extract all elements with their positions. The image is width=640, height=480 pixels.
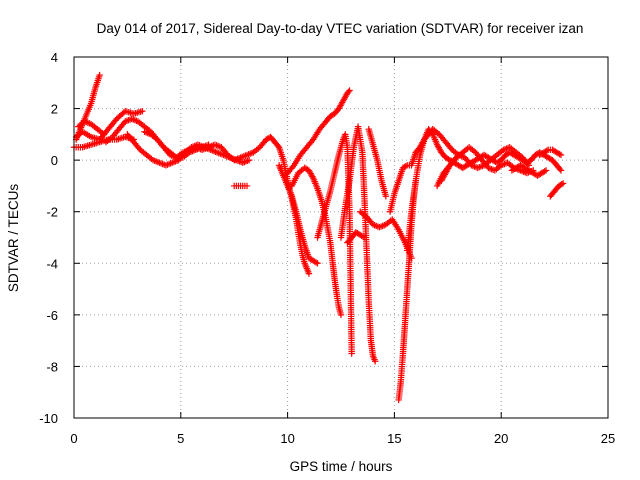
y-tick-label: 0: [51, 153, 58, 168]
series-arc26: [547, 180, 567, 200]
chart-title: Day 014 of 2017, Sidereal Day-to-day VTE…: [97, 21, 584, 36]
series-arc3: [72, 107, 146, 143]
series-arc17: [365, 126, 390, 200]
x-tick-label: 25: [601, 431, 615, 446]
grid-layer: [74, 57, 608, 418]
data-point: [542, 167, 550, 174]
data-point: [348, 350, 355, 357]
series-arc14: [337, 123, 379, 365]
data-point: [359, 233, 367, 240]
y-tick-label: 4: [51, 50, 58, 65]
data-point: [337, 311, 345, 319]
data-point: [346, 87, 353, 94]
data-point: [556, 150, 563, 158]
data-point: [455, 151, 462, 159]
data-point: [243, 182, 251, 190]
series-arc23: [438, 151, 462, 184]
plot-frame: [73, 56, 609, 419]
data-point: [559, 180, 567, 187]
y-tick-label: -8: [46, 359, 58, 374]
data-point: [312, 259, 320, 266]
series-arc20: [404, 126, 565, 254]
data-point: [371, 358, 379, 365]
data-point: [454, 153, 461, 160]
x-axis-title: GPS time / hours: [290, 459, 393, 474]
y-tick-label: -2: [46, 205, 58, 220]
data-point: [541, 168, 548, 175]
data-point: [314, 260, 321, 267]
x-tick-labels: 0 5 10 15 20 25: [70, 431, 615, 446]
data-point: [100, 131, 108, 138]
y-axis-title: SDTVAR / TECUs: [6, 184, 21, 293]
series-arc4: [75, 118, 108, 138]
data-point: [382, 193, 390, 200]
x-tick-label: 15: [387, 431, 401, 446]
x-tick-label: 5: [177, 431, 184, 446]
data-point: [557, 151, 565, 159]
series-arc10: [275, 162, 321, 267]
series-arc15: [344, 229, 368, 246]
data-point: [558, 181, 565, 188]
axis-ticks: [73, 56, 609, 419]
data-point: [361, 234, 368, 241]
series-arc24: [508, 162, 550, 179]
data-point: [345, 88, 352, 96]
y-tick-label: -4: [46, 256, 58, 271]
data-point: [96, 71, 103, 79]
series-arc25: [536, 146, 565, 159]
x-tick-label: 20: [494, 431, 508, 446]
series-arc8: [231, 182, 251, 190]
data-point: [305, 270, 313, 277]
y-tick-label: -10: [39, 411, 58, 426]
data-point: [245, 156, 253, 164]
x-tick-label: 10: [280, 431, 294, 446]
data-point: [556, 165, 564, 173]
data-marks: [70, 71, 567, 404]
series-arc16: [357, 208, 415, 262]
x-tick-label: 0: [70, 431, 77, 446]
data-point: [402, 162, 409, 170]
series-arc7: [141, 128, 270, 164]
series-arc21: [429, 126, 533, 172]
y-tick-labels: -10 -8 -6 -4 -2 0 2 4: [39, 50, 58, 426]
y-tick-label: -6: [46, 308, 58, 323]
series-arc11: [284, 87, 353, 177]
data-point: [557, 167, 565, 174]
y-tick-label: 2: [51, 102, 58, 117]
data-point: [139, 107, 146, 115]
data-point: [543, 147, 550, 154]
